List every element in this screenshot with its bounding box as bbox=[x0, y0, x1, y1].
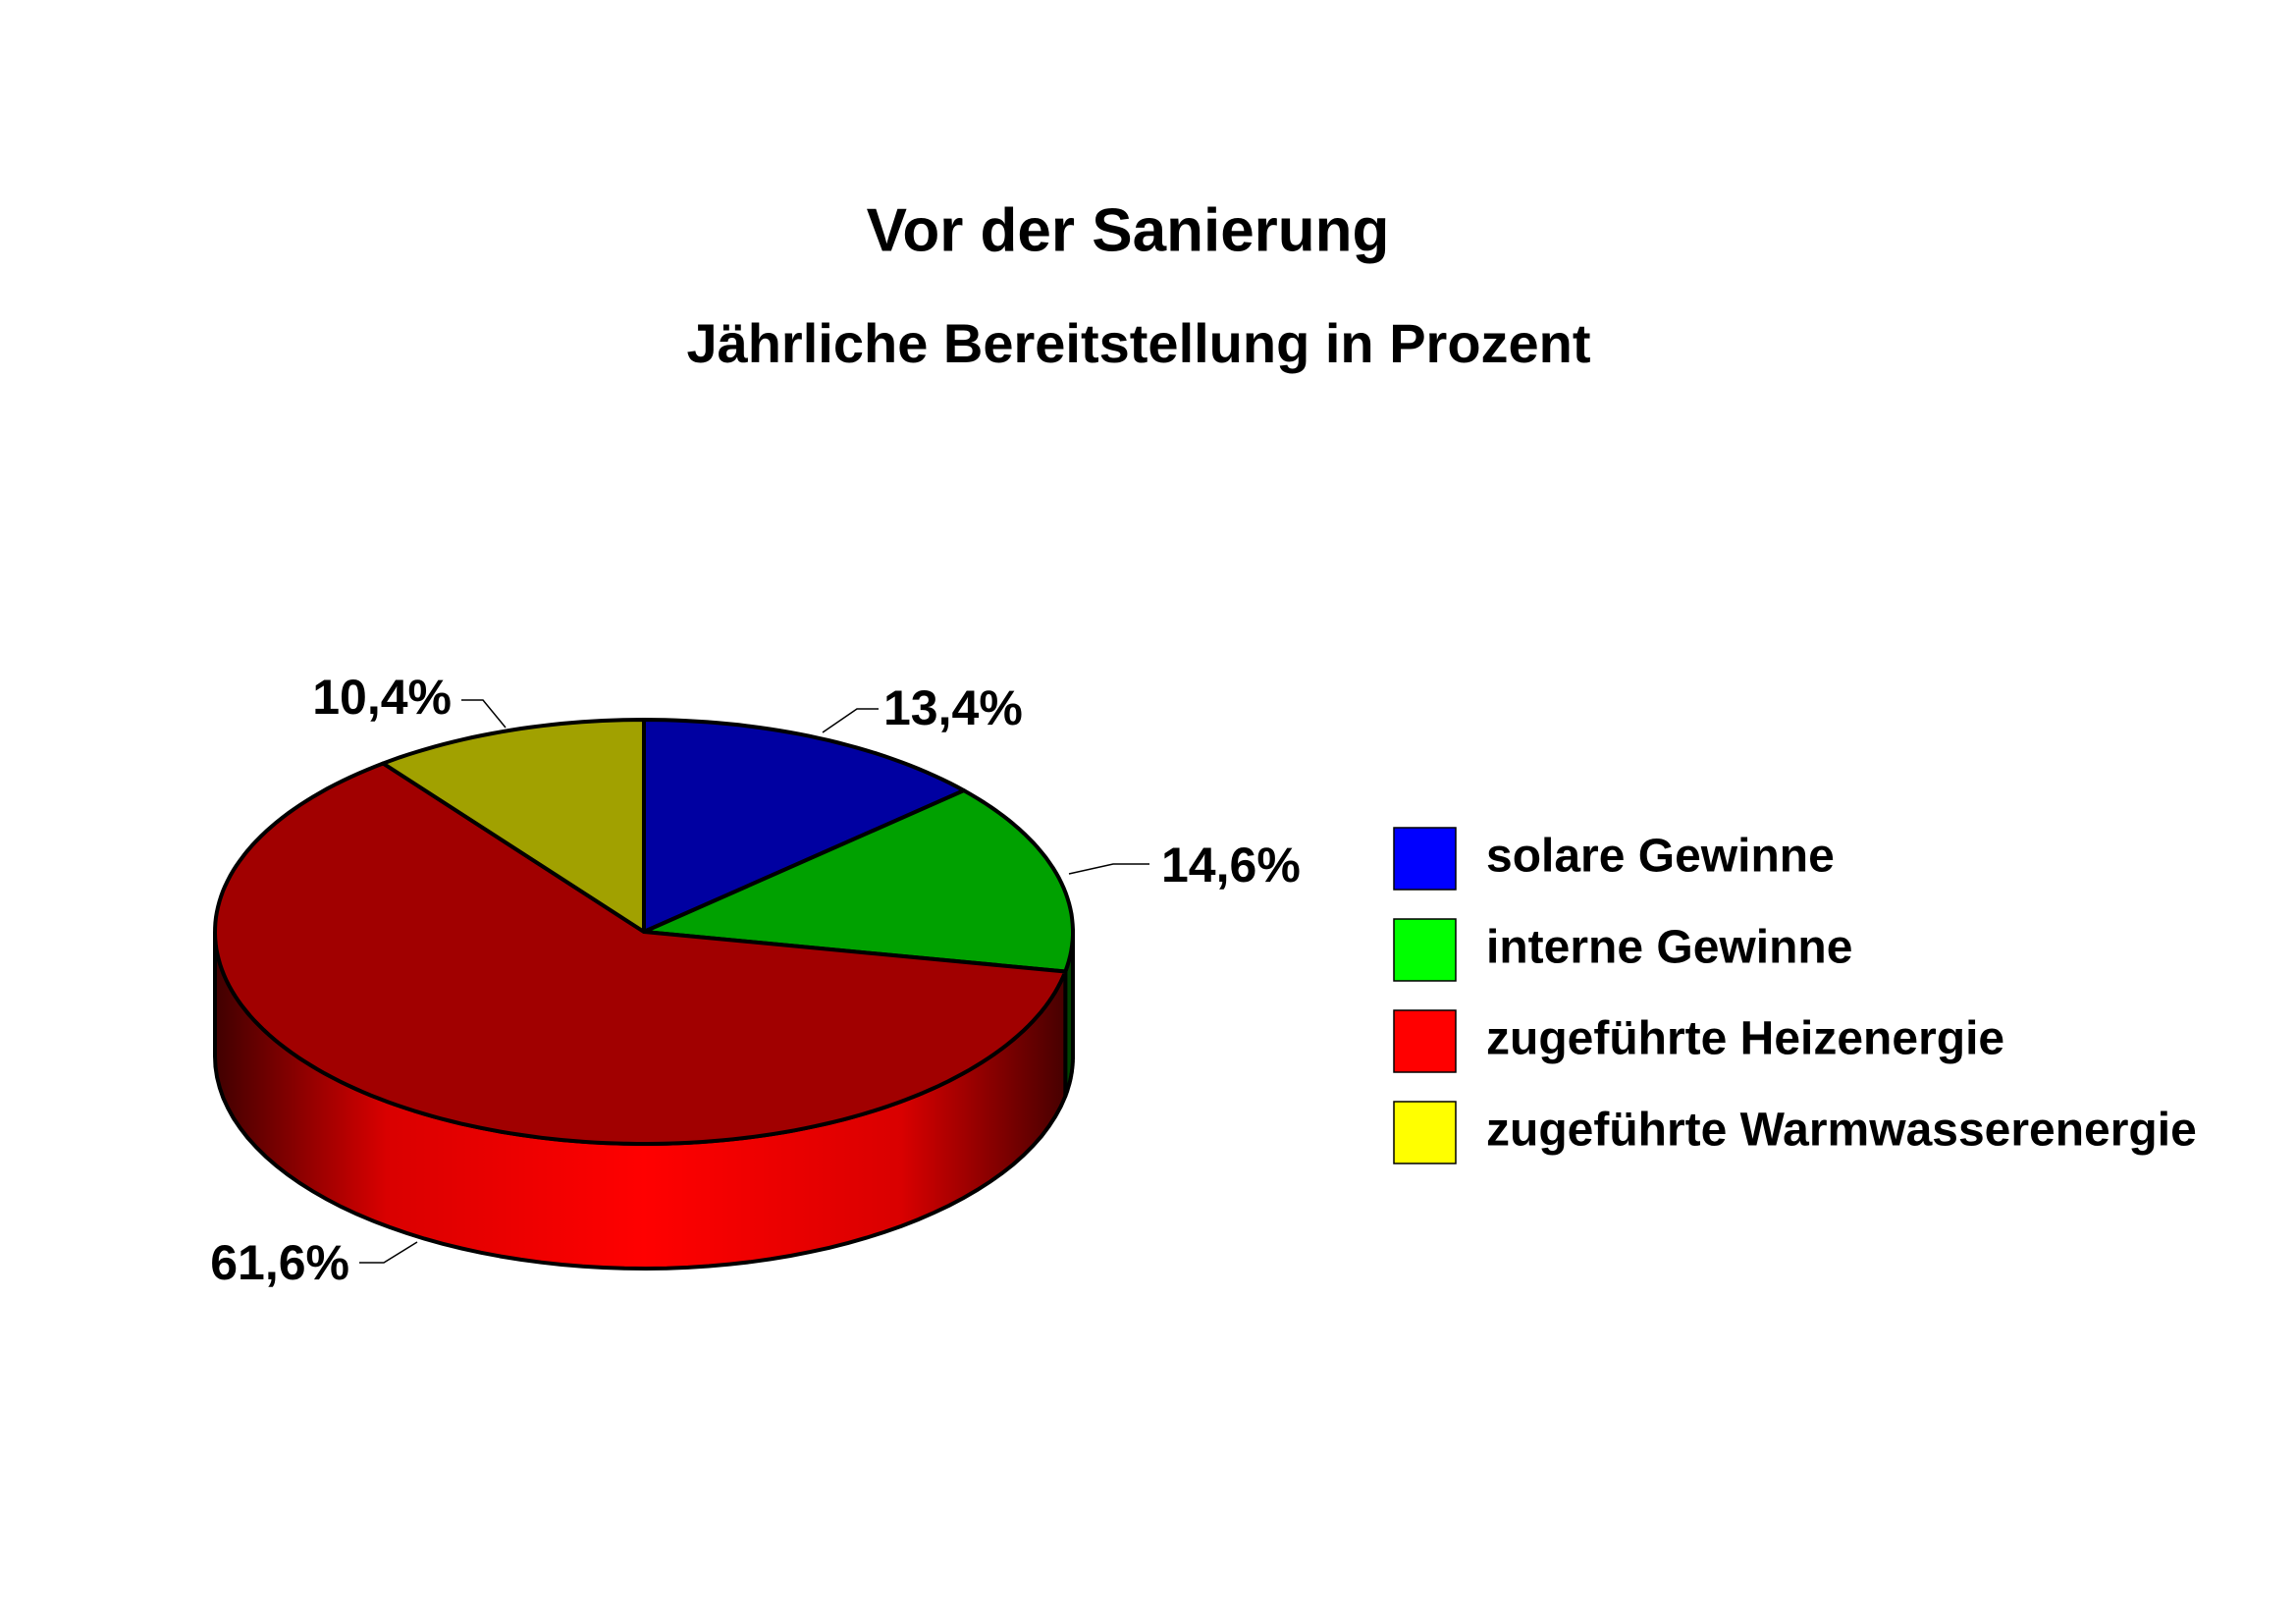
value-label: 13,4% bbox=[883, 680, 1023, 735]
leader-line bbox=[1068, 863, 1149, 875]
legend-swatch bbox=[1393, 918, 1457, 982]
legend-label: interne Gewinne bbox=[1486, 922, 1852, 974]
value-label: 61,6% bbox=[210, 1235, 349, 1290]
pie-slice bbox=[213, 761, 1068, 1146]
value-label: 14,6% bbox=[1161, 838, 1301, 893]
legend-swatch bbox=[1393, 827, 1457, 891]
pie-slice bbox=[381, 718, 646, 934]
pie-slice bbox=[642, 788, 1075, 974]
legend-label: zugeführte Warmwasserenergie bbox=[1486, 1105, 2197, 1157]
leader-line bbox=[359, 1241, 418, 1264]
value-label: 10,4% bbox=[312, 670, 452, 725]
legend-swatch bbox=[1393, 1101, 1457, 1164]
chart-title: Vor der Sanierung bbox=[867, 196, 1390, 264]
legend-swatch bbox=[1393, 1009, 1457, 1073]
pie-slice bbox=[642, 718, 966, 934]
leader-line bbox=[461, 699, 507, 729]
chart-subtitle: Jährliche Bereitstellung in Prozent bbox=[686, 312, 1590, 374]
legend-label: solare Gewinne bbox=[1486, 831, 1835, 883]
legend-label: zugeführte Heizenergie bbox=[1486, 1013, 2004, 1065]
leader-line bbox=[822, 708, 879, 733]
